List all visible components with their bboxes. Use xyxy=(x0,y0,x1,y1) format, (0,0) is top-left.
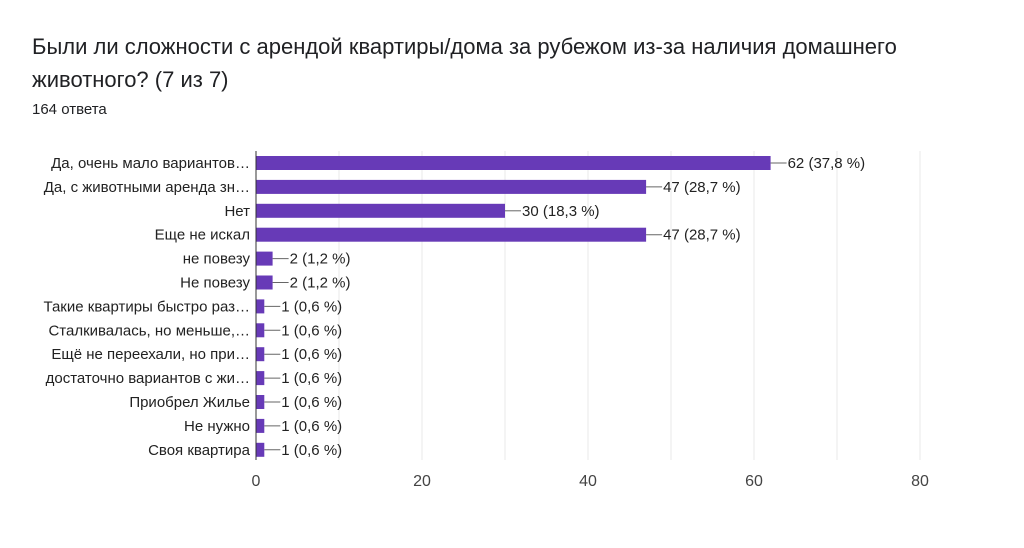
category-label: не повезу xyxy=(183,251,251,268)
category-label: Да, очень мало вариантов… xyxy=(51,155,250,172)
data-label: 2 (1,2 %) xyxy=(290,275,351,292)
x-tick-label: 60 xyxy=(745,473,763,490)
chart-title: Были ли сложности с арендой квартиры/дом… xyxy=(32,34,897,92)
bar xyxy=(256,179,647,194)
bar xyxy=(256,203,505,218)
bar xyxy=(256,371,265,386)
x-tick-label: 0 xyxy=(252,473,261,490)
grid-layer xyxy=(338,151,921,460)
category-label: Такие квартиры быстро раз… xyxy=(43,298,250,315)
bar xyxy=(256,275,273,290)
category-label: Не повезу xyxy=(180,275,250,292)
x-tick-label: 80 xyxy=(911,473,929,490)
category-label: Не нужно xyxy=(184,418,250,435)
category-label: Да, с животными аренда зн… xyxy=(44,179,250,196)
data-label: 1 (0,6 %) xyxy=(281,442,342,459)
data-label: 1 (0,6 %) xyxy=(281,394,342,411)
data-label: 1 (0,6 %) xyxy=(281,418,342,435)
response-count: 164 ответа xyxy=(32,101,107,118)
bar xyxy=(256,442,265,457)
bar xyxy=(256,227,647,242)
data-label: 30 (18,3 %) xyxy=(522,203,600,220)
data-label: 47 (28,7 %) xyxy=(663,227,741,244)
data-label: 1 (0,6 %) xyxy=(281,322,342,339)
x-tick-label: 20 xyxy=(413,473,431,490)
data-label: 47 (28,7 %) xyxy=(663,179,741,196)
data-label: 62 (37,8 %) xyxy=(788,155,866,172)
data-label: 2 (1,2 %) xyxy=(290,251,351,268)
category-label: Нет xyxy=(224,203,250,220)
axis-layer: 0 20 40 60 80 xyxy=(252,151,929,490)
bar xyxy=(256,156,771,170)
data-label: 1 (0,6 %) xyxy=(281,298,342,315)
category-label: Еще не искал xyxy=(155,227,250,244)
data-label: 1 (0,6 %) xyxy=(281,346,342,363)
bar xyxy=(256,347,265,362)
category-label: Приобрел Жилье xyxy=(129,394,250,411)
x-tick-label: 40 xyxy=(579,473,597,490)
category-label: Своя квартира xyxy=(148,442,251,459)
data-label: 1 (0,6 %) xyxy=(281,370,342,387)
category-label: достаточно вариантов с жи… xyxy=(46,370,250,387)
category-label: Сталкивалась, но меньше,… xyxy=(48,322,250,339)
bar xyxy=(256,395,265,409)
bars-layer xyxy=(256,156,771,457)
bar xyxy=(256,323,265,338)
bar xyxy=(256,418,265,433)
bar xyxy=(256,299,265,314)
bar xyxy=(256,251,273,266)
category-label: Ещё не переехали, но при… xyxy=(51,346,250,363)
labels-layer: Да, очень мало вариантов… 62 (37,8 %) Да, … xyxy=(43,155,865,459)
